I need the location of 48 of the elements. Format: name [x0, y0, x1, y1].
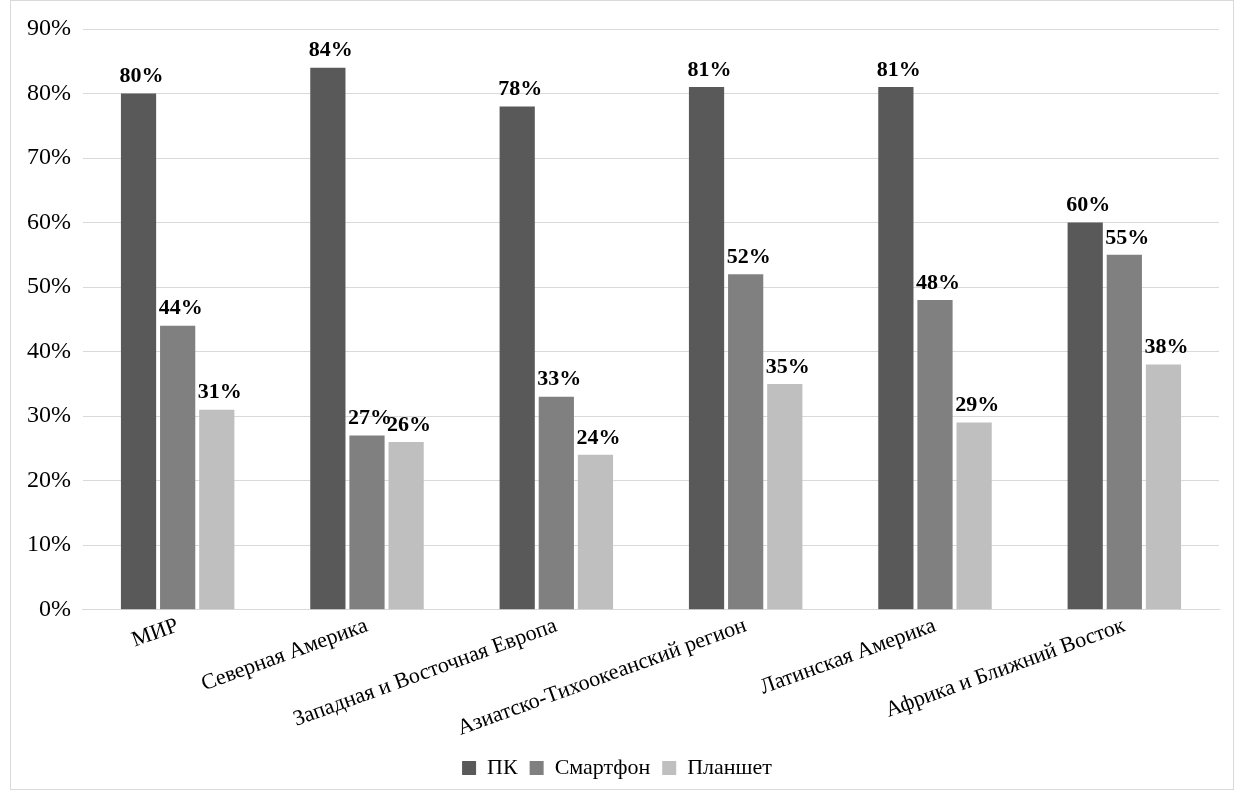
data-label: 38%	[1144, 333, 1189, 359]
y-tick-label: 50%	[26, 272, 71, 299]
bar	[767, 383, 803, 610]
data-label: 48%	[916, 268, 960, 294]
y-tick-label: 80%	[26, 78, 71, 105]
bar	[160, 325, 196, 610]
data-label: 44%	[158, 294, 203, 320]
data-label: 80%	[119, 62, 164, 88]
bar	[388, 441, 424, 610]
legend-label: Планшет	[687, 753, 773, 779]
bar	[577, 454, 614, 610]
y-tick-label: 70%	[26, 143, 71, 170]
data-label: 81%	[687, 55, 732, 81]
data-label: 29%	[955, 391, 1000, 417]
legend-label: ПК	[487, 753, 518, 779]
bar	[1106, 254, 1142, 610]
y-tick-label: 10%	[26, 530, 71, 557]
bar	[688, 87, 725, 610]
bar	[1145, 364, 1182, 610]
data-label: 60%	[1066, 191, 1111, 217]
bar	[310, 67, 346, 610]
data-label: 55%	[1105, 223, 1150, 249]
y-tick-label: 30%	[26, 401, 71, 428]
data-label: 81%	[876, 55, 921, 81]
bar	[499, 106, 535, 610]
bar	[1067, 222, 1103, 610]
bar	[120, 93, 157, 610]
y-tick-label: 0%	[38, 595, 71, 622]
data-label: 84%	[308, 36, 353, 62]
data-label: 35%	[765, 352, 810, 378]
bar	[349, 435, 385, 610]
data-label: 52%	[726, 242, 771, 268]
y-tick-label: 40%	[26, 336, 71, 363]
data-label: 31%	[197, 378, 242, 404]
data-label: 78%	[498, 75, 543, 101]
bar	[538, 396, 574, 610]
bar	[917, 300, 953, 610]
data-label: 33%	[537, 365, 582, 391]
y-tick-label: 90%	[26, 14, 71, 41]
x-tick-label: МИР	[127, 611, 182, 652]
y-tick-label: 60%	[26, 207, 71, 234]
bar	[956, 422, 992, 610]
bar	[878, 87, 914, 610]
legend-label: Смартфон	[554, 753, 651, 779]
bar	[728, 274, 764, 610]
data-label: 24%	[576, 423, 621, 449]
y-tick-label: 20%	[26, 465, 71, 492]
bar	[199, 409, 235, 610]
